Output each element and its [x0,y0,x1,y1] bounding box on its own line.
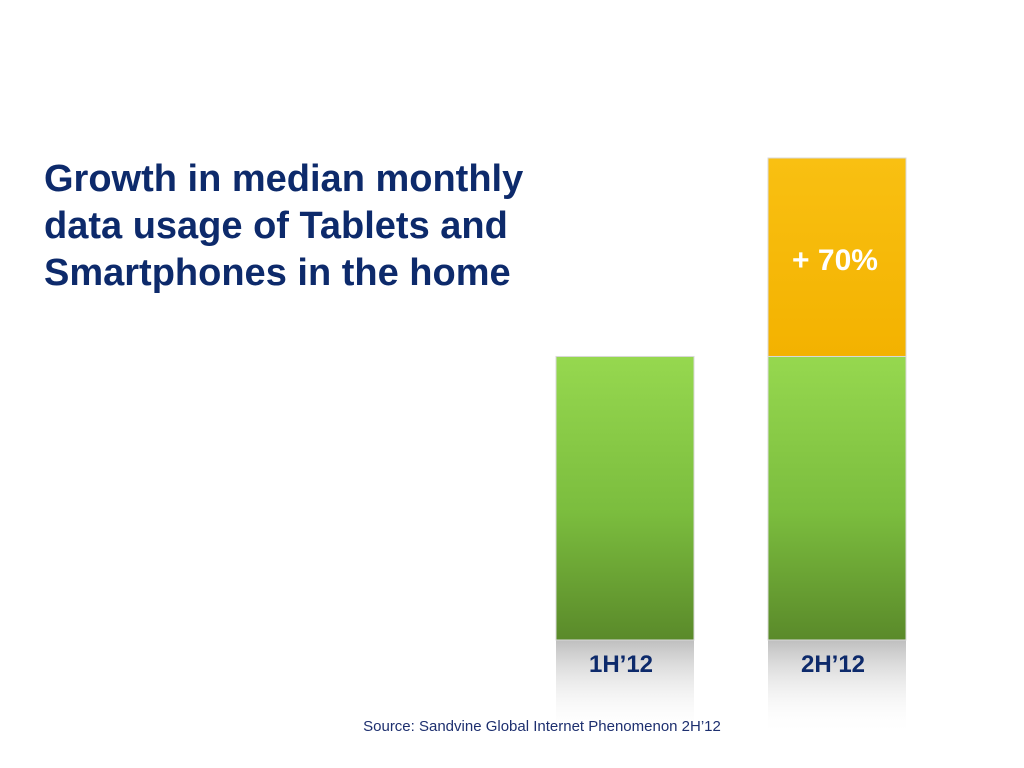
title-line-2: data usage of Tablets and [44,205,508,247]
title-line-3: Smartphones in the home [44,252,511,294]
slide-title: Growth in median monthly data usage of T… [44,156,564,297]
bar-2h-12-segment-1 [767,355,907,641]
source-note: Source: Sandvine Global Internet Phenome… [363,718,721,735]
bar-2h-12-segment-2 [767,157,907,357]
title-line-1: Growth in median monthly [44,158,524,200]
bar-reflection-2h-12 [768,640,906,735]
growth-annotation: + 70% [792,244,878,277]
category-label-1h-12: 1H’12 [589,651,653,678]
category-label-2h-12: 2H’12 [801,651,865,678]
bar-reflection-1h-12 [556,640,694,735]
bar-1h-12-segment-1 [555,355,695,641]
